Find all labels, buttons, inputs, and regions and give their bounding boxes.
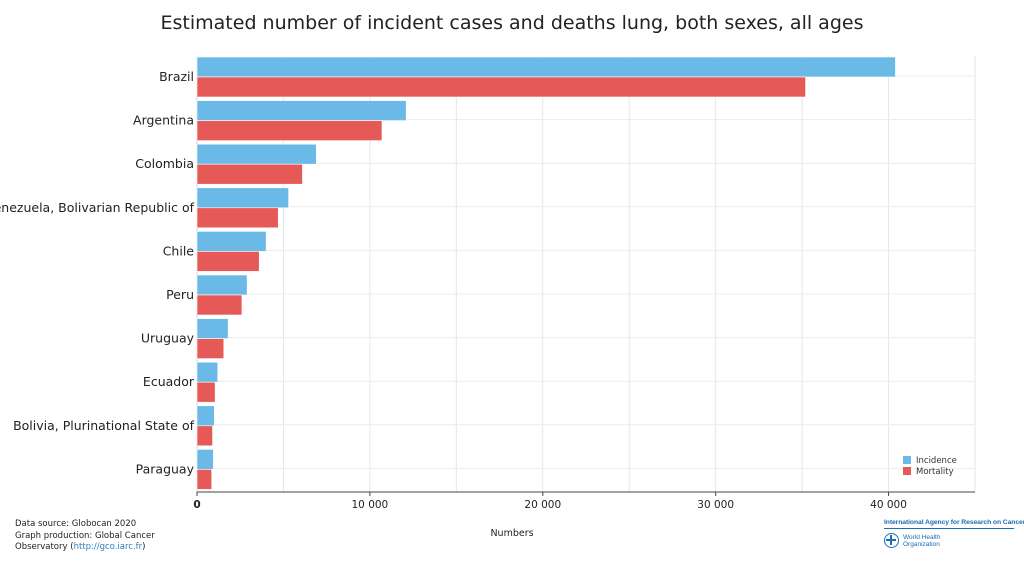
logos: International Agency for Research on Can… [884,519,1024,548]
x-tick-label: 40 000 [870,499,907,511]
bar-mortality [196,163,303,185]
bar-mortality [196,251,260,272]
category-label: Chile [163,243,195,258]
bar-incidence [196,405,215,427]
bar-incidence [196,143,317,165]
graph-production-line: Graph production: Global Cancer [15,530,155,541]
category-label: Bolivia, Plurinational State of [13,418,195,433]
observatory-prefix: Observatory ( [15,542,74,552]
category-label: Uruguay [141,331,195,346]
category-labels: Brazil Argentina Colombia Venezuela, Boliva… [0,69,195,476]
bar-incidence [196,318,229,339]
bar-mortality [196,120,383,141]
category-label: Peru [166,287,194,302]
chart-title: Estimated number of incident cases and d… [161,12,864,34]
bars [196,56,896,490]
x-tick-label: 0 [193,499,200,511]
category-label: Venezuela, Bolivarian Republic of [0,200,195,215]
x-tick-label: 10 000 [352,499,389,511]
who-logo-text: World Health Organization [903,533,941,548]
legend-label-incidence: Incidence [916,456,957,466]
legend-swatch-mortality [903,467,911,475]
bar-mortality [196,76,806,98]
bar-incidence [196,56,896,78]
bar-incidence [196,100,407,121]
bar-incidence [196,231,267,252]
observatory-line: Observatory (http://gco.iarc.fr) [15,542,185,554]
category-label: Colombia [135,156,194,171]
bar-incidence [196,361,219,383]
who-emblem-icon [884,533,899,548]
gco-link[interactable]: http://gco.iarc.fr [73,542,143,552]
bar-mortality [196,381,216,403]
bar-incidence [196,187,289,209]
category-label: Argentina [133,113,194,128]
x-axis-title: Numbers [490,528,533,539]
bar-mortality [196,294,243,316]
category-label: Brazil [159,69,194,84]
data-source-line: Data source: Globocan 2020 [15,519,137,529]
who-logo: World Health Organization [884,533,1014,548]
iarc-logo: International Agency for Research on Can… [884,519,1024,529]
bar-mortality [196,425,213,447]
legend-label-mortality: Mortality [916,467,954,477]
x-tick-label: 20 000 [524,499,561,511]
legend-swatch-incidence [903,456,911,464]
x-tick-label: 30 000 [697,499,734,511]
bar-incidence [196,449,214,470]
observatory-suffix: ) [142,542,146,552]
data-source-note: Data source: Globocan 2020 Graph product… [15,519,185,554]
x-tick-labels: 0 10 000 20 000 30 000 40 000 [193,492,907,511]
bar-incidence [196,274,248,296]
category-label: Paraguay [136,461,195,476]
category-label: Ecuador [143,374,195,389]
bar-mortality [196,338,225,359]
bar-mortality [196,207,279,229]
bar-mortality [196,469,212,490]
